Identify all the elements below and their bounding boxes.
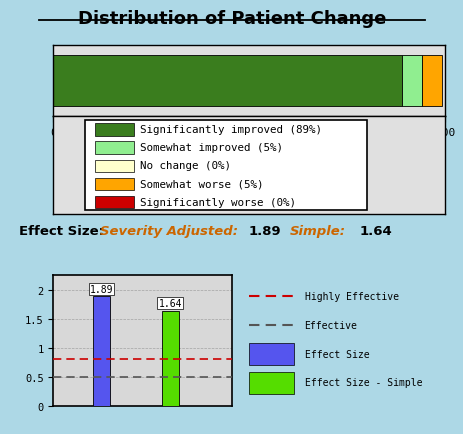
FancyBboxPatch shape	[94, 142, 133, 155]
Text: Effective: Effective	[304, 320, 357, 330]
Text: 1.89: 1.89	[89, 284, 113, 294]
FancyBboxPatch shape	[85, 121, 366, 211]
Text: Effect Size:: Effect Size:	[19, 224, 108, 237]
FancyBboxPatch shape	[249, 343, 294, 365]
Bar	[53, 56, 401, 106]
FancyBboxPatch shape	[94, 124, 133, 137]
Text: Highly Effective: Highly Effective	[304, 292, 398, 301]
FancyBboxPatch shape	[94, 178, 133, 191]
Text: 1.64: 1.64	[359, 224, 392, 237]
X-axis label: % Change: % Change	[219, 142, 279, 155]
Bar	[401, 56, 421, 106]
FancyBboxPatch shape	[94, 160, 133, 173]
Text: 1.89: 1.89	[248, 224, 280, 237]
FancyBboxPatch shape	[249, 372, 294, 394]
FancyBboxPatch shape	[94, 196, 133, 209]
Text: No change (0%): No change (0%)	[139, 161, 230, 171]
Text: Effect Size - Simple: Effect Size - Simple	[304, 378, 421, 387]
Text: Somewhat improved (5%): Somewhat improved (5%)	[139, 143, 282, 153]
Text: Severity Adjusted:: Severity Adjusted:	[100, 224, 237, 237]
Text: Somewhat worse (5%): Somewhat worse (5%)	[139, 179, 263, 189]
Text: 1.64: 1.64	[158, 299, 181, 309]
Bar	[93, 296, 110, 406]
Text: Distribution of Patient Change: Distribution of Patient Change	[78, 10, 385, 27]
Bar	[421, 56, 441, 106]
Text: Simple:: Simple:	[289, 224, 345, 237]
Text: Effect Size: Effect Size	[304, 349, 369, 358]
Bar	[161, 311, 178, 406]
Text: Significantly improved (89%): Significantly improved (89%)	[139, 125, 321, 135]
Text: Significantly worse (0%): Significantly worse (0%)	[139, 197, 295, 207]
